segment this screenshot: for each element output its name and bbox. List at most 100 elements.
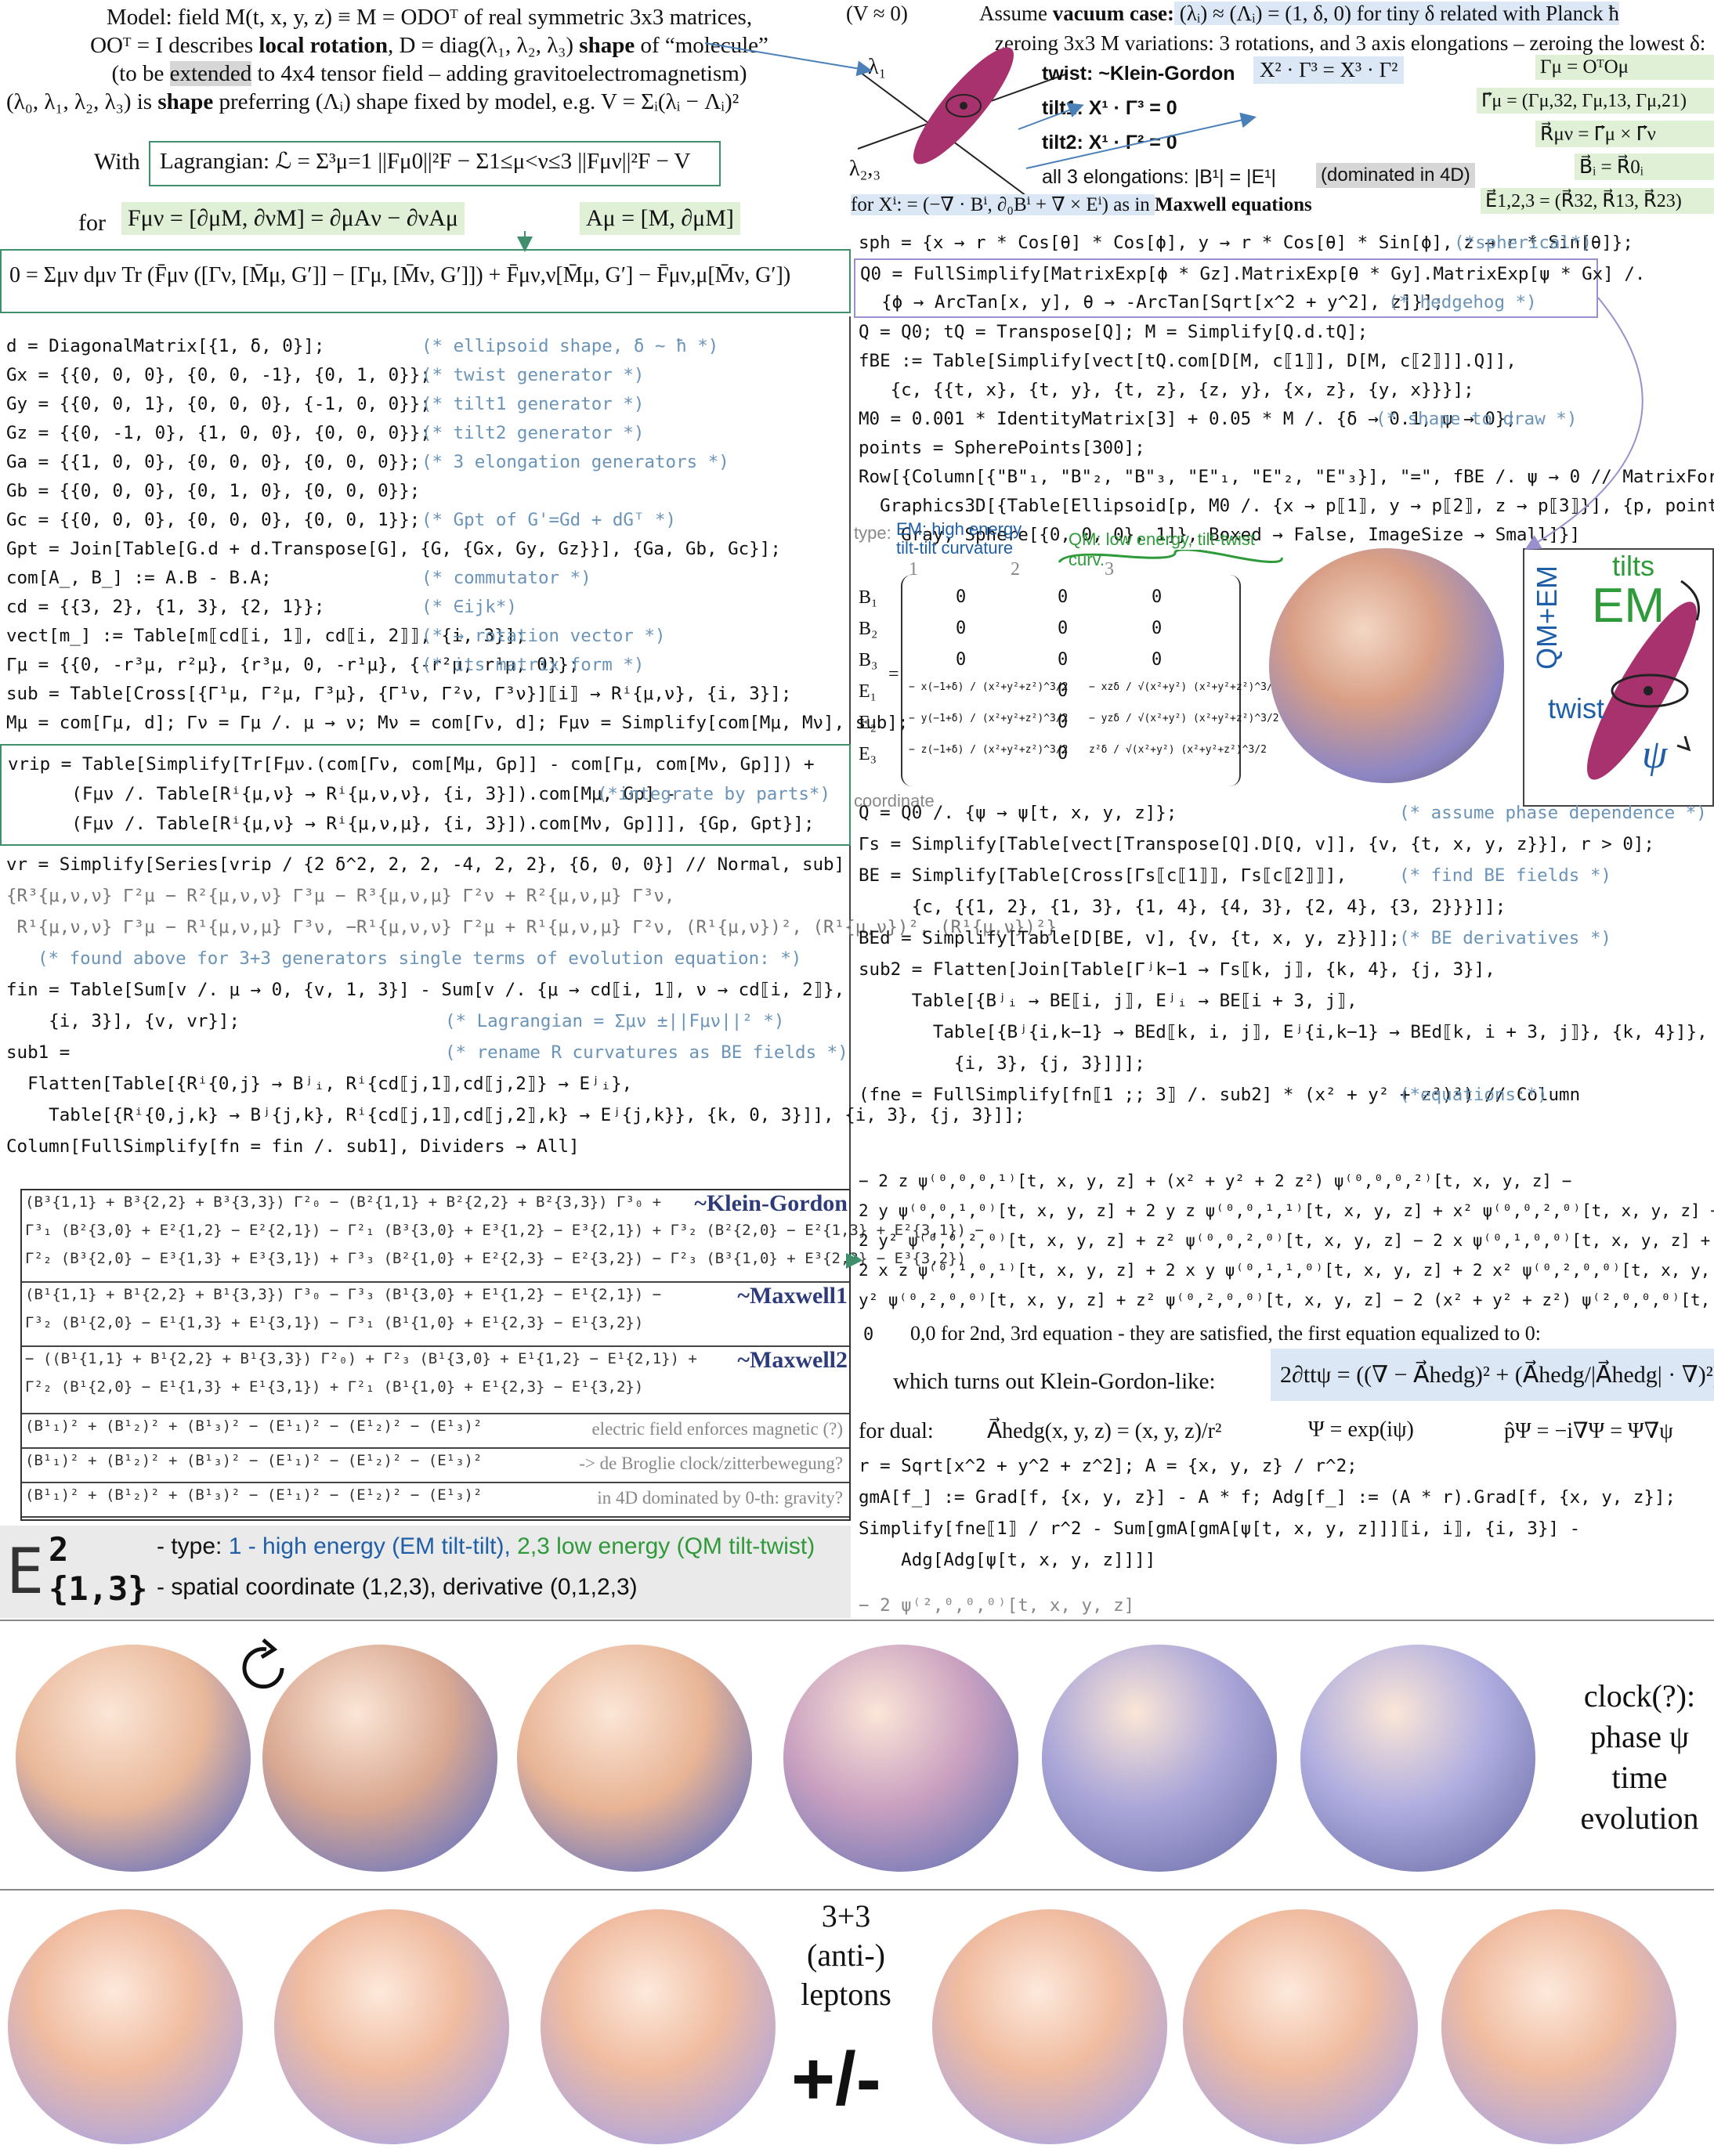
matrix-row-label: B₃ — [859, 650, 878, 670]
code-text: cd = {{3, 2}, {1, 3}, {2, 1}}; — [6, 597, 325, 617]
vrip-comment: (*integrate by parts*) — [597, 784, 831, 804]
qm-brace — [1058, 550, 1283, 564]
lambda23-label: λ₂,₃ — [849, 157, 881, 181]
qm-em-vertical-label: QM+EM — [1531, 565, 1563, 670]
code-text: Γs = Simplify[Table[vect[Transpose[Q].D[… — [859, 834, 1654, 854]
code-text: (fne = FullSimplify[fn⟦1 ;; 3⟧ /. sub2] … — [859, 1085, 1581, 1105]
code-text: fBE := Table[Simplify[vect[tQ.com[D[M, c… — [859, 351, 1517, 371]
code-text: d = DiagonalMatrix[{1, δ, 0}]; — [6, 336, 325, 356]
code-text: M0 = 0.001 * IdentityMatrix[3] + 0.05 * … — [859, 409, 1517, 429]
code-comment: (* 3 elongation generators *) — [421, 452, 729, 472]
phase-evolution-render — [1042, 1645, 1277, 1872]
code-text: Column[FullSimplify[fn = fin /. sub1], D… — [6, 1136, 580, 1157]
matrix-cell: − xzδ / √(x²+y²) (x²+y²+z²)^3/2 — [1089, 681, 1279, 693]
code-line: {c, {{1, 2}, {1, 3}, {1, 4}, {4, 3}, {2,… — [859, 893, 1506, 922]
matrix-cell: z²δ / √(x²+y²) (x²+y²+z²)^3/2 — [1089, 744, 1267, 756]
code-comment: (* commutator *) — [421, 568, 591, 588]
code-line: Flatten[Table[{Rⁱ{0,j} → Bʲᵢ, Rⁱ{cd⟦j,1⟧… — [6, 1070, 632, 1099]
code-line: (fne = FullSimplify[fn⟦1 ;; 3⟧ /. sub2] … — [859, 1081, 1580, 1110]
matrix-cell: − y(−1+δ) / (x²+y²+z²)^3/2 — [909, 713, 1069, 724]
equation-line: Γ²₂ (B¹{2,0} − E¹{1,3} + E¹{3,1}) + Γ²₁ … — [25, 1378, 644, 1396]
equation-note: in 4D dominated by 0-th: gravity? — [597, 1488, 843, 1508]
matrix-cell: 0 — [1152, 619, 1163, 638]
code-text: {c, {{t, x}, {t, y}, {t, z}, {z, y}, {x,… — [859, 380, 1474, 400]
r-mu-nu-def: R⃗μν = Γ⃗μ × Γ⃗ν — [1535, 121, 1714, 147]
code-line: Row[{Column[{"B"₁, "B"₂, "B"₃, "E"₁, "E"… — [859, 463, 1714, 492]
matrix-cell: 0 — [1058, 619, 1069, 638]
vrip-line-2: (Fμν /. Table[Rⁱ{μ,ν} → Rⁱ{μ,ν,ν}, {i, 3… — [8, 784, 677, 804]
code-text: vect[m_] := Table[m⟦cd⟦i, 1⟧, cd⟦i, 2⟧⟧,… — [6, 626, 526, 646]
code-line: gmA[f_] := Grad[f, {x, y, z}] - A * f; A… — [859, 1487, 1676, 1508]
kg-turns: which turns out Klein-Gordon-like: — [893, 1369, 1216, 1394]
lagrangian-box: Lagrangian: ℒ = Σ³μ=1 ||Fμ0||²F − Σ1≤μ<ν… — [149, 141, 721, 186]
code-line: vr = Simplify[Series[vrip / {2 δ^2, 2, 2… — [6, 850, 844, 879]
code-line: Γμ = {{0, -r³μ, r²μ}, {r³μ, 0, -r¹μ}, {-… — [6, 651, 580, 680]
lepton-render — [541, 1909, 776, 2144]
matrix-cell: 0 — [1058, 713, 1069, 732]
code-text: Graphics3D[{Table[Ellipsoid[p, M0 /. {x … — [859, 496, 1714, 516]
code-line: fBE := Table[Simplify[vect[tQ.com[D[M, c… — [859, 347, 1517, 376]
matrix-body: 1 2 3 B₁ 0 0 0 B₂ 0 0 0 B₃ 0 0 0 E₁ − x(−1+δ) / (x²+y²+z… — [854, 559, 1279, 794]
equation-line: − ((B¹{1,1} + B¹{2,2} + B¹{3,3}) Γ²₀) + … — [25, 1350, 697, 1367]
hedgehog-render — [1269, 548, 1504, 783]
lepton-render — [274, 1909, 509, 2144]
code-line: Table[{Bʲ{i,k−1} → BEd⟦k, i, j⟧, Eʲ{i,k−… — [859, 1018, 1708, 1047]
code-line: Γs = Simplify[Table[vect[Transpose[Q].D[… — [859, 830, 1654, 859]
lepton-render — [8, 1909, 243, 2144]
code-line: sub = Table[Cross[{Γ¹μ, Γ²μ, Γ³μ}, {Γ¹ν,… — [6, 680, 791, 709]
result-line: − 2 z ψ⁽⁰,⁰,⁰,¹⁾[t, x, y, z] + (x² + y² … — [859, 1172, 1572, 1190]
code-text: Gb = {{0, 0, 0}, {0, 1, 0}, {0, 0, 0}}; — [6, 481, 421, 501]
matrix-cell: − x(−1+δ) / (x²+y²+z²)^3/2 — [909, 681, 1069, 693]
final-output: − 2 ψ⁽²,⁰,⁰,⁰⁾[t, x, y, z] — [859, 1595, 1135, 1616]
code-comment: (* Lagrangian = Σμν ±||Fμν||² *) — [445, 1011, 785, 1031]
euler-lagrange-box: 0 = Σμν dμν Tr (F̄μν ([Γν, [M̄μ, G′]] − … — [0, 249, 851, 313]
code-comment: (*spherical*) — [1454, 233, 1593, 253]
equation-row: (B³{1,1} + B³{2,2} + B³{3,3}) Γ²₀ − (B²{… — [22, 1190, 984, 1283]
clock-caption: clock(?): phase ψ time evolution — [1580, 1678, 1699, 1836]
code-line: sub2 = Flatten[Join[Table[Γʲk−1 → Γs⟦k, … — [859, 955, 1495, 984]
code-comment: (* ellipsoid shape, δ ~ ħ *) — [421, 336, 719, 356]
gamma-vector-def: Γ⃗μ = (Γμ,32, Γμ,13, Γμ,21) — [1477, 88, 1714, 114]
code-text: Table[{Bʲ{i,k−1} → BEd⟦k, i, j⟧, Eʲ{i,k−… — [859, 1022, 1708, 1042]
code-text: sub = Table[Cross[{Γ¹μ, Γ²μ, Γ³μ}, {Γ¹ν,… — [6, 684, 792, 704]
elongations-note: (dominated in 4D) — [1316, 163, 1475, 188]
matrix-cell: − z(−1+δ) / (x²+y²+z²)^3/2 — [909, 744, 1069, 756]
code-line: Gy = {{0, 0, 1}, {0, 0, 0}, {-1, 0, 0}}; — [6, 390, 431, 419]
ahedg-def: A⃗hedg(x, y, z) = (x, y, z)/r² — [987, 1419, 1222, 1443]
code-text: Ga = {{1, 0, 0}, {0, 0, 0}, {0, 0, 0}}; — [6, 452, 421, 472]
for-label: for — [78, 210, 106, 236]
code-text: Gpt = Join[Table[G.d + d.Transpose[G], {… — [6, 539, 781, 559]
leptons-row — [0, 1891, 1714, 2156]
vacuum-panel: (V ≈ 0) Assume vacuum case: (λᵢ) ≈ (Λᵢ) … — [846, 0, 1714, 235]
code-line: Q = Q0; tQ = Transpose[Q]; M = Simplify[… — [859, 318, 1368, 347]
code-text: com[A_, B_] := A.B - B.A; — [6, 568, 272, 588]
code-line: {R³{μ,ν,ν} Γ²μ − R²{μ,ν,ν} Γ³μ − R³{μ,ν,… — [6, 882, 674, 911]
model-line-4: (λ₀, λ₁, λ₂, λ₃) is shape preferring (Λᵢ… — [6, 89, 739, 114]
vacuum-line-1: Assume vacuum case: (λᵢ) ≈ (Λᵢ) = (1, δ,… — [979, 2, 1619, 25]
matrix-cell: 0 — [1058, 587, 1069, 607]
code-line: BEd = Simplify[Table[D[BE, v], {v, {t, x… — [859, 924, 1400, 953]
code-comment: (* assume phase dependence *) — [1399, 803, 1707, 823]
equation-line: Γ³₁ (B²{3,0} + E²{1,2} − E²{2,1}) − Γ²₁ … — [25, 1222, 984, 1239]
code-line: cd = {{3, 2}, {1, 3}, {2, 1}}; — [6, 593, 324, 622]
code-text: points = SpherePoints[300]; — [859, 438, 1145, 458]
em-label: EM — [1592, 579, 1665, 633]
kg-formula: 2∂ttψ = ((∇ − A⃗hedg)² + (A⃗hedg/|A⃗hedg… — [1271, 1349, 1714, 1401]
divider-1 — [0, 1620, 1714, 1621]
equation-row: − ((B¹{1,1} + B¹{2,2} + B¹{3,3}) Γ²₀) + … — [22, 1347, 849, 1414]
code-text: R¹{μ,ν,ν} Γ³μ − R¹{μ,ν,μ} Γ³ν, −R¹{μ,ν,ν… — [6, 917, 1058, 937]
legend-coordinate: - spatial coordinate (1,2,3), derivative… — [157, 1574, 638, 1600]
vrip-line-1: vrip = Table[Simplify[Tr[Fμν.(com[Γν, co… — [8, 754, 815, 775]
phase-evolution-render — [1300, 1645, 1535, 1872]
legend-symbol-sup: 2 — [49, 1530, 69, 1569]
model-line-1: Model: field M(t, x, y, z) ≡ M = ODOᵀ of… — [106, 5, 753, 30]
time-evolution-row — [0, 1621, 1714, 1887]
result-line: 2 y ψ⁽⁰,⁰,¹,⁰⁾[t, x, y, z] + 2 y z ψ⁽⁰,⁰… — [859, 1201, 1714, 1220]
code-line: Gz = {{0, -1, 0}, {1, 0, 0}, {0, 0, 0}}; — [6, 419, 431, 448]
model-line-3: (to be extended to 4x4 tensor field – ad… — [111, 61, 747, 86]
matrix-col-header: 1 — [909, 559, 918, 580]
code-comment: (* its matrix form *) — [421, 655, 645, 675]
code-text: {R³{μ,ν,ν} Γ²μ − R²{μ,ν,ν} Γ³μ − R³{μ,ν,… — [6, 886, 675, 906]
vacuum-line-2: zeroing 3x3 M variations: 3 rotations, a… — [995, 31, 1706, 55]
matrix-row-label: E₃ — [859, 744, 877, 764]
